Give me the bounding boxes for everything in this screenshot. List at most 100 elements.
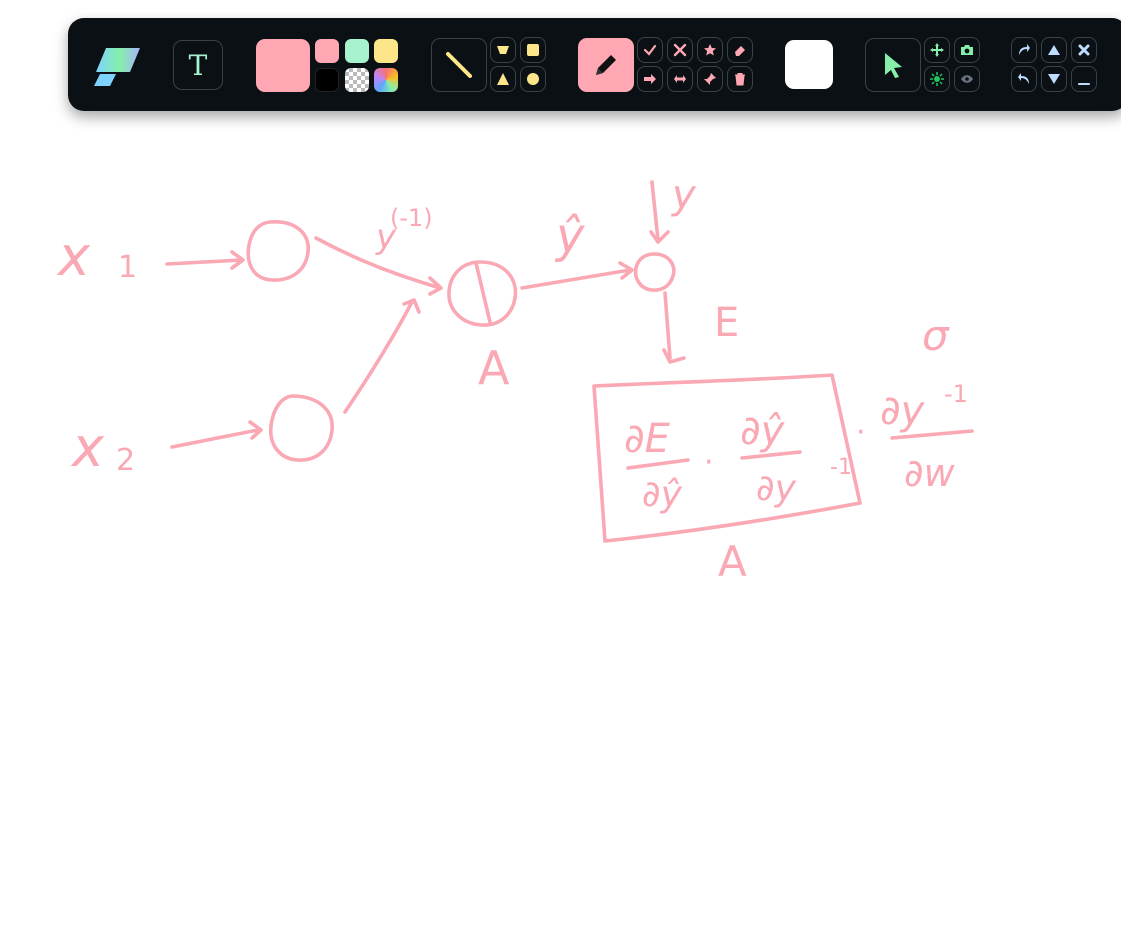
burst-icon xyxy=(930,72,944,86)
palette-pink[interactable] xyxy=(315,39,339,63)
cross-stamp-button[interactable] xyxy=(667,37,693,63)
screenshot-button[interactable] xyxy=(954,37,980,63)
triangle-tool-button[interactable] xyxy=(490,66,516,92)
square-icon xyxy=(527,44,539,56)
app-logo xyxy=(92,46,144,88)
eye-icon xyxy=(961,75,973,83)
undo-button[interactable] xyxy=(1011,66,1037,92)
redo-icon xyxy=(1019,44,1030,55)
term2-numerator: ∂ŷ xyxy=(740,408,786,454)
trash-icon xyxy=(735,73,745,86)
target-y-label: y xyxy=(671,172,697,218)
yhat-label: ŷ xyxy=(554,208,585,264)
close-icon xyxy=(1078,44,1090,56)
star-icon xyxy=(704,44,716,56)
formula-box xyxy=(592,373,862,543)
arrow-node-a-to-output xyxy=(520,261,634,290)
camera-icon xyxy=(961,45,973,55)
formula-box-label: A xyxy=(718,537,747,586)
pen-tool-button[interactable] xyxy=(578,38,634,92)
circle-icon xyxy=(527,73,539,85)
term1-denominator: ∂ŷ xyxy=(642,474,683,515)
minimize-icon xyxy=(1078,83,1090,85)
move-tool-button[interactable] xyxy=(924,37,950,63)
palette-mint[interactable] xyxy=(345,39,369,63)
input-x2-label: x 2 xyxy=(70,416,135,479)
check-icon xyxy=(643,44,657,56)
line-icon xyxy=(446,52,472,78)
primary-color-swatch[interactable] xyxy=(256,39,310,92)
palette-transparent[interactable] xyxy=(345,68,369,92)
neuron-2 xyxy=(269,394,334,462)
undo-icon xyxy=(1018,73,1029,84)
redo-button[interactable] xyxy=(1011,37,1037,63)
eraser-tool-button[interactable] xyxy=(727,37,753,63)
trapezoid-icon xyxy=(497,46,509,54)
neuron-1 xyxy=(246,220,310,282)
toolbar: T xyxy=(68,18,1121,111)
arrow-output-to-error xyxy=(662,291,686,364)
term1-fraction-bar xyxy=(626,458,690,470)
x2-subscript: 2 xyxy=(116,443,135,478)
formula: ∂E ∂ŷ · ∂ŷ ∂y -1 · ∂y -1 ∂w xyxy=(624,380,974,515)
palette-butter[interactable] xyxy=(374,39,398,63)
term3-denominator: ∂w xyxy=(904,451,956,495)
term2-denominator-superscript: -1 xyxy=(830,455,852,480)
square-tool-button[interactable] xyxy=(520,37,546,63)
x1-letter: x xyxy=(56,225,91,288)
trapezoid-tool-button[interactable] xyxy=(490,37,516,63)
arrow-stamp-button[interactable] xyxy=(637,66,663,92)
x2-letter: x xyxy=(70,416,105,479)
circle-tool-button[interactable] xyxy=(520,66,546,92)
term1-numerator: ∂E xyxy=(624,416,671,462)
select-tool-button[interactable] xyxy=(865,38,921,92)
up-icon xyxy=(1048,45,1060,55)
close-toolbar-button[interactable] xyxy=(1071,37,1097,63)
pin-tool-button[interactable] xyxy=(697,66,723,92)
text-tool-button[interactable]: T xyxy=(173,40,223,90)
toggle-visibility-button[interactable] xyxy=(954,66,980,92)
pointer-icon xyxy=(885,53,902,78)
move-icon xyxy=(930,43,944,57)
eraser-icon xyxy=(735,46,745,56)
pen-icon xyxy=(596,55,616,75)
effect-tool-button[interactable] xyxy=(924,66,950,92)
term1-dot: · xyxy=(704,445,714,480)
arrow-neuron2-to-node-a xyxy=(343,298,421,414)
minimize-toolbar-button[interactable] xyxy=(1071,66,1097,92)
move-up-button[interactable] xyxy=(1041,37,1067,63)
node-a-label: A xyxy=(478,341,510,395)
input-x1-label: x 1 xyxy=(56,225,137,288)
y-prev-letter: y xyxy=(375,217,397,257)
arrow-right-icon xyxy=(644,74,656,84)
term3-numerator-superscript: -1 xyxy=(944,380,968,408)
palette-rainbow[interactable] xyxy=(374,68,398,92)
node-a-circle xyxy=(447,260,518,327)
term2-fraction-bar xyxy=(740,450,802,460)
pin-icon xyxy=(704,73,716,85)
triangle-icon xyxy=(497,73,509,85)
down-icon xyxy=(1048,74,1060,84)
arrow-x1-to-neuron1 xyxy=(165,250,245,270)
term3-fraction-bar xyxy=(890,429,974,440)
error-label: E xyxy=(714,300,739,346)
double-arrow-icon xyxy=(674,75,686,83)
term3-dot: · xyxy=(856,415,866,450)
arrow-neuron1-to-node-a xyxy=(314,236,443,296)
logo-icon xyxy=(94,48,140,86)
star-stamp-button[interactable] xyxy=(697,37,723,63)
cross-icon xyxy=(673,43,687,57)
y-prev-superscript: (-1) xyxy=(390,204,433,232)
fill-color-swatch[interactable] xyxy=(785,40,833,89)
palette-black[interactable] xyxy=(315,68,339,92)
node-a-divider xyxy=(474,261,492,324)
line-tool-button[interactable] xyxy=(431,38,487,92)
check-stamp-button[interactable] xyxy=(637,37,663,63)
double-arrow-stamp-button[interactable] xyxy=(667,66,693,92)
clear-canvas-button[interactable] xyxy=(727,66,753,92)
move-down-button[interactable] xyxy=(1041,66,1067,92)
edge-label-y-prev: y (-1) xyxy=(375,204,433,257)
output-neuron xyxy=(633,252,676,292)
term2-denominator: ∂y xyxy=(756,468,797,509)
